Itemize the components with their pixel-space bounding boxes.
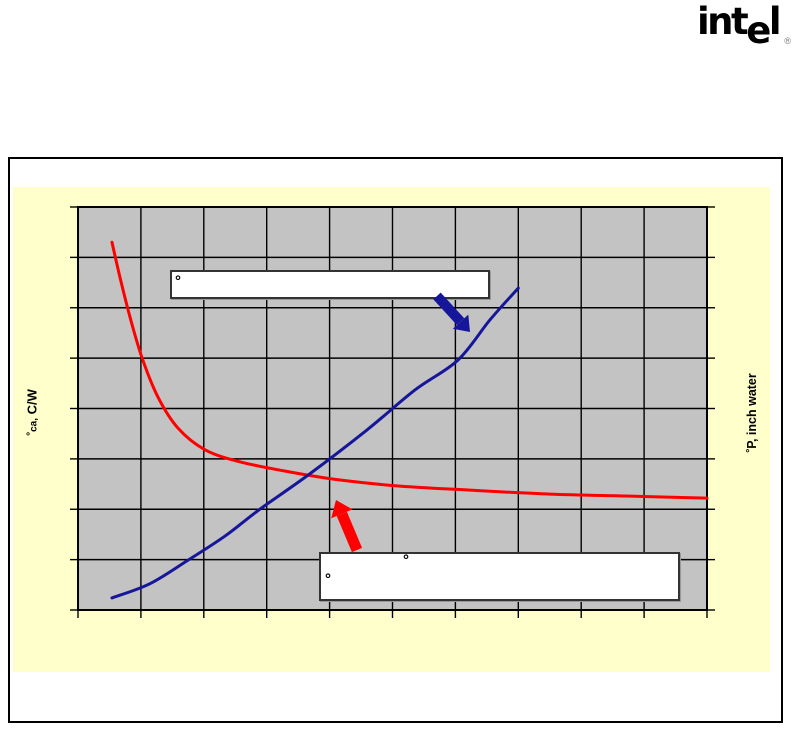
logo-text-e: e <box>746 9 771 52</box>
degree-mark: ° <box>325 571 331 588</box>
callout-box-1: ° <box>170 270 490 299</box>
logo-text-int: int <box>697 0 749 43</box>
callout-box-2: ° ° <box>319 552 680 601</box>
degree-symbol: ° <box>745 448 756 453</box>
degree-mark: ° <box>175 273 181 290</box>
right-axis-label: °P, inch water <box>745 373 759 453</box>
intel-logo: intel ® <box>697 0 791 52</box>
degree-mark: ° <box>403 552 409 569</box>
registered-trademark-icon: ® <box>784 36 791 46</box>
left-axis-label: °ca, C/W <box>24 389 40 436</box>
logo-text-l: l <box>768 0 782 43</box>
degree-symbol: ° <box>25 431 37 436</box>
